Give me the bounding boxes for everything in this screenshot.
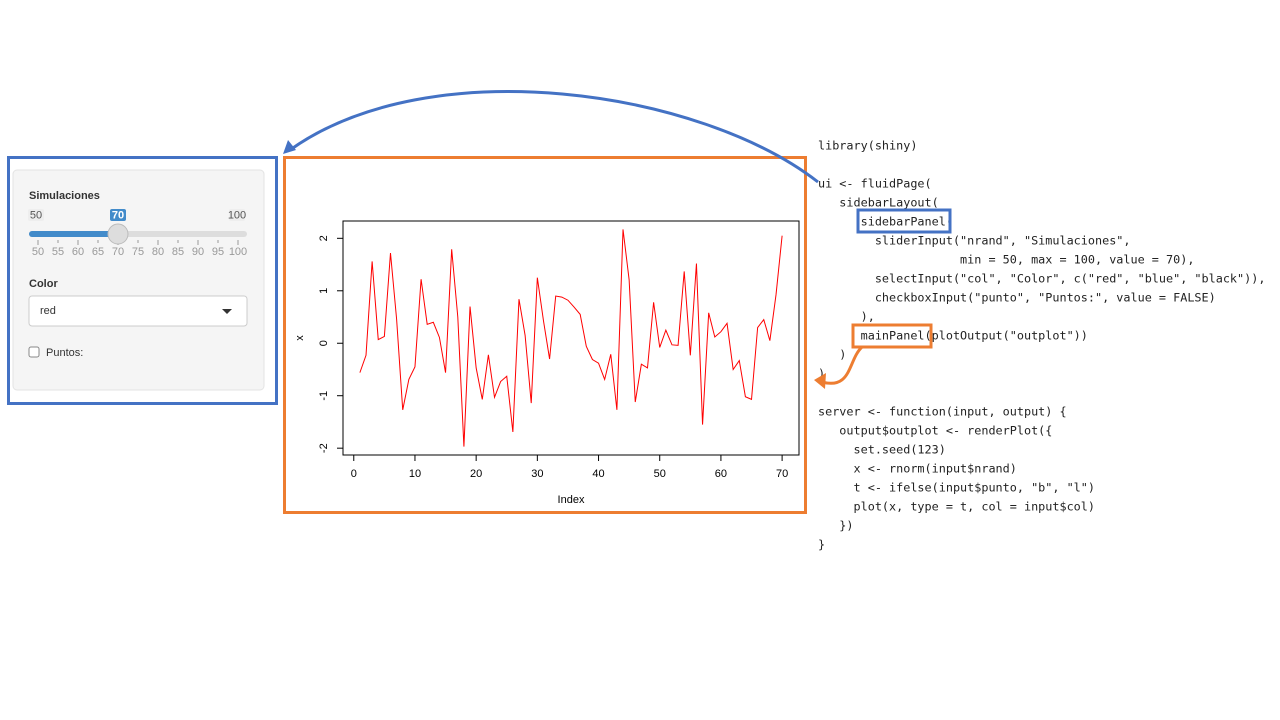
y-tick-label: 1	[318, 288, 330, 294]
code-line: sliderInput("nrand", "Simulaciones",	[818, 234, 1131, 248]
slider-min-label: 50	[30, 209, 42, 221]
code-line: min = 50, max = 100, value = 70),	[818, 253, 1194, 267]
code-line: selectInput("col", "Color", c("red", "bl…	[818, 272, 1265, 286]
code-line: )	[818, 367, 825, 381]
code-line: ),	[818, 310, 875, 324]
arrow-main	[821, 345, 864, 385]
y-tick-label: -1	[318, 391, 330, 401]
slider-tick-label: 70	[112, 246, 124, 258]
y-tick-label: 2	[318, 235, 330, 241]
x-axis-label: Index	[558, 494, 585, 506]
code-line: t <- ifelse(input$punto, "b", "l")	[818, 481, 1095, 495]
x-tick-label: 0	[351, 468, 357, 480]
code-line: mainPanel(plotOutput("outplot"))	[818, 329, 1088, 343]
slider-handle[interactable]	[107, 223, 129, 245]
slider-tick-label: 85	[172, 246, 184, 258]
code-line: sidebarLayout(	[818, 196, 939, 210]
slider-tick-label: 65	[92, 246, 104, 258]
x-tick-label: 30	[531, 468, 543, 480]
slider-value-label: 70	[112, 209, 124, 221]
data-line	[359, 229, 783, 447]
plot-frame	[342, 220, 800, 456]
code-line: }	[818, 538, 825, 552]
slider-tick-label: 95	[212, 246, 224, 258]
x-tick-label: 60	[715, 468, 727, 480]
x-tick-label: 10	[409, 468, 421, 480]
main-code-box	[851, 323, 933, 349]
sidebar-panel	[12, 169, 265, 391]
slider-max-label: 100	[228, 209, 246, 221]
code-line: x <- rnorm(input$nrand)	[818, 462, 1017, 476]
code-line: plot(x, type = t, col = input$col)	[818, 500, 1095, 514]
y-tick-label: -2	[318, 443, 330, 453]
slider-tick-label: 90	[192, 246, 204, 258]
slider-label: Simulaciones	[29, 190, 100, 202]
slider-max-badge	[229, 209, 245, 221]
arrow-sidebar	[289, 90, 819, 184]
slider-tick-label: 80	[152, 246, 164, 258]
x-tick-label: 50	[654, 468, 666, 480]
code-line: output$outplot <- renderPlot({	[818, 424, 1052, 438]
select-caret	[222, 309, 232, 314]
code-line: ui <- fluidPage(	[818, 177, 932, 191]
checkbox-label: Puntos:	[46, 347, 83, 359]
sidebar-box	[7, 156, 278, 405]
code-line: })	[818, 519, 854, 533]
slider-fill	[29, 231, 118, 237]
select-box[interactable]	[28, 295, 248, 327]
sidebar-code-box	[856, 208, 952, 234]
code-line: set.seed(123)	[818, 443, 946, 457]
x-tick-label: 70	[776, 468, 788, 480]
slider-min-badge	[28, 209, 44, 221]
x-tick-label: 20	[470, 468, 482, 480]
slider-tick-label: 100	[229, 246, 247, 258]
x-tick-label: 40	[592, 468, 604, 480]
arrowhead-sidebar	[283, 140, 296, 154]
code-line: server <- function(input, output) {	[818, 405, 1067, 419]
main-box	[283, 156, 807, 514]
slider-tick-label: 55	[52, 246, 64, 258]
slider-tick-label: 75	[132, 246, 144, 258]
select-value: red	[40, 305, 56, 317]
y-axis-label: x	[294, 335, 306, 341]
code-line: checkboxInput("punto", "Puntos:", value …	[818, 291, 1216, 305]
arrowhead-main	[814, 373, 826, 389]
slider-tick-label: 50	[32, 246, 44, 258]
slider-value-badge	[110, 209, 126, 221]
code-line: library(shiny)	[818, 139, 917, 153]
y-tick-label: 0	[318, 340, 330, 346]
code-line: sidebarPanel(	[818, 215, 953, 229]
code-line: )	[818, 348, 846, 362]
select-label: Color	[29, 278, 58, 290]
slider-tick-label: 60	[72, 246, 84, 258]
checkbox[interactable]	[28, 346, 40, 358]
